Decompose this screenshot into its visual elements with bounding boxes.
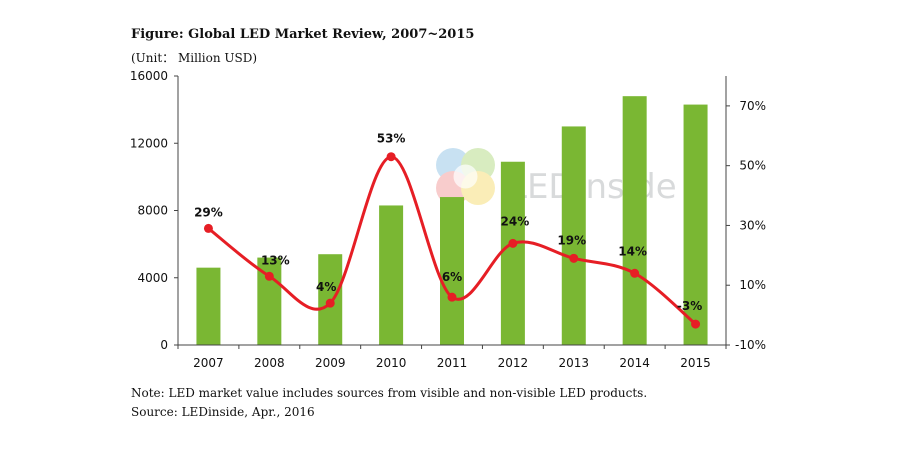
source-note: Source: LEDinside, Apr., 2016 (131, 405, 315, 419)
unit-label: (Unit： Million USD) (131, 51, 258, 65)
growth-point-2010 (386, 152, 396, 162)
bar-2014 (622, 96, 647, 345)
bar-2015 (683, 104, 708, 345)
bar-2013 (561, 126, 586, 345)
growth-label-2009: 4% (316, 280, 336, 294)
x-tick-label: 2014 (619, 356, 650, 370)
y-tick-label: 16000 (130, 69, 168, 83)
x-tick-label: 2010 (376, 356, 407, 370)
growth-label-2011: 6% (442, 270, 462, 284)
y-tick-label: 12000 (130, 136, 168, 150)
footnote: Note: LED market value includes sources … (131, 386, 648, 400)
bar-2007 (196, 267, 221, 345)
growth-point-2013 (569, 253, 579, 263)
x-tick-label: 2013 (559, 356, 590, 370)
growth-label-2015: -3% (677, 299, 702, 313)
growth-label-2010: 53% (377, 132, 406, 146)
x-tick-label: 2012 (498, 356, 529, 370)
growth-point-2008 (264, 271, 274, 281)
growth-point-2012 (508, 238, 518, 248)
y-tick-label: 8000 (137, 204, 168, 218)
bar-2010 (379, 205, 404, 345)
growth-label-2007: 29% (194, 205, 223, 219)
y2-tick-label: -10% (735, 338, 766, 352)
growth-point-2014 (630, 268, 640, 278)
x-tick-label: 2008 (254, 356, 285, 370)
y-tick-label: 0 (160, 338, 168, 352)
y2-tick-label: 50% (739, 159, 766, 173)
growth-point-2015 (691, 319, 701, 329)
growth-label-2014: 14% (618, 244, 647, 258)
y2-tick-label: 30% (739, 218, 766, 232)
bar-2011 (440, 197, 464, 345)
growth-label-2008: 13% (261, 253, 290, 267)
x-tick-label: 2015 (680, 356, 711, 370)
x-tick-label: 2009 (315, 356, 346, 370)
chart-title: Figure: Global LED Market Review, 2007~2… (131, 27, 475, 42)
growth-line (207, 155, 697, 326)
growth-point-2007 (203, 223, 213, 233)
growth-point-2011 (447, 292, 457, 302)
x-tick-label: 2011 (437, 356, 468, 370)
growth-point-2009 (325, 298, 335, 308)
y-tick-label: 4000 (137, 271, 168, 285)
growth-label-2013: 19% (557, 233, 586, 247)
x-tick-label: 2007 (193, 356, 224, 370)
bar-2012 (500, 161, 525, 345)
growth-label-2012: 24% (501, 214, 530, 228)
y2-tick-label: 10% (739, 278, 766, 292)
y2-tick-label: 70% (739, 99, 766, 113)
